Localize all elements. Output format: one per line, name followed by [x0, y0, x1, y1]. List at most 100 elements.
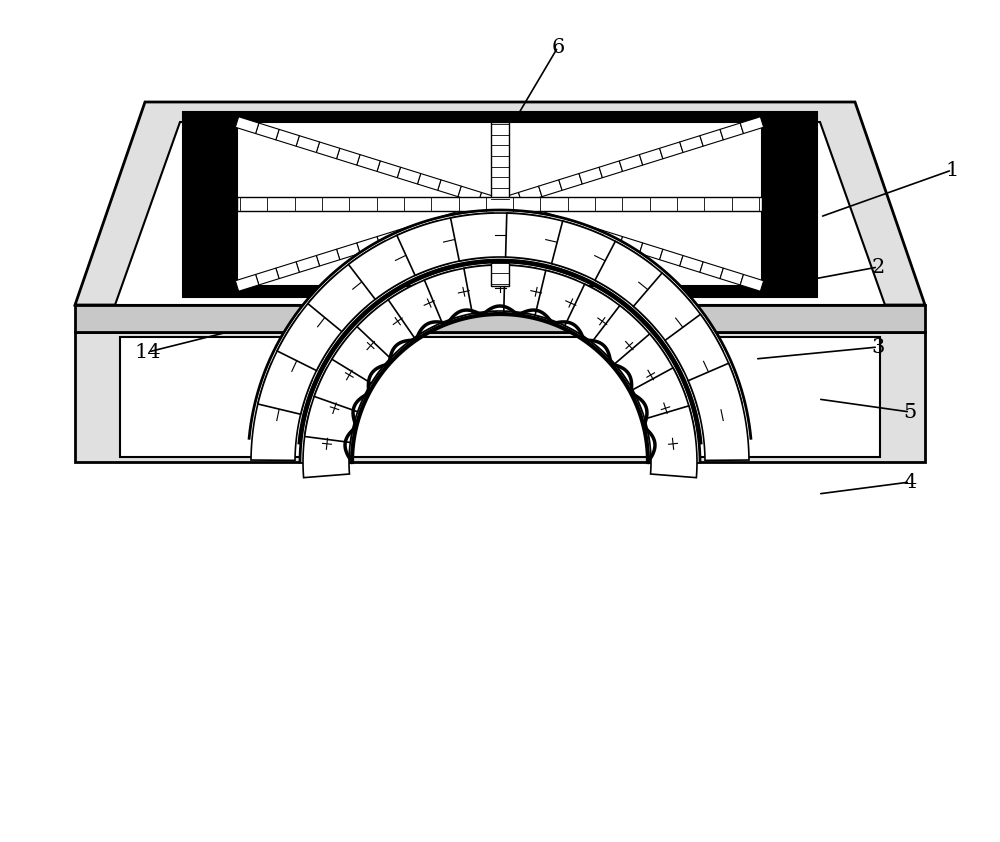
Polygon shape — [249, 210, 751, 443]
Polygon shape — [619, 155, 643, 172]
Polygon shape — [641, 199, 661, 210]
Text: 3: 3 — [871, 338, 885, 356]
Polygon shape — [495, 122, 506, 142]
Polygon shape — [680, 255, 703, 272]
Polygon shape — [700, 130, 723, 147]
Polygon shape — [581, 199, 601, 210]
Polygon shape — [332, 306, 408, 383]
Polygon shape — [458, 186, 481, 203]
Polygon shape — [296, 255, 320, 272]
Polygon shape — [277, 273, 367, 370]
Polygon shape — [438, 211, 461, 228]
Polygon shape — [120, 337, 880, 457]
Polygon shape — [495, 265, 506, 286]
Polygon shape — [458, 205, 481, 221]
Polygon shape — [235, 274, 259, 291]
Polygon shape — [75, 102, 925, 305]
Polygon shape — [619, 237, 643, 253]
Polygon shape — [300, 262, 700, 462]
Polygon shape — [506, 213, 603, 275]
Bar — [491, 122, 509, 286]
Polygon shape — [601, 199, 621, 210]
Polygon shape — [75, 332, 925, 462]
Polygon shape — [75, 305, 925, 332]
Polygon shape — [599, 231, 623, 247]
Polygon shape — [539, 211, 562, 228]
Polygon shape — [540, 199, 560, 210]
Polygon shape — [377, 231, 400, 247]
Polygon shape — [660, 249, 683, 266]
Polygon shape — [565, 284, 643, 358]
Polygon shape — [722, 199, 742, 210]
Polygon shape — [535, 270, 612, 338]
Polygon shape — [498, 193, 522, 210]
Polygon shape — [633, 368, 695, 442]
Polygon shape — [639, 242, 663, 259]
Polygon shape — [500, 199, 520, 210]
Polygon shape — [257, 199, 277, 210]
Polygon shape — [599, 161, 623, 178]
Polygon shape — [397, 213, 494, 275]
Polygon shape — [495, 225, 506, 245]
Polygon shape — [256, 123, 279, 140]
Polygon shape — [552, 221, 652, 299]
Polygon shape — [358, 199, 379, 210]
Polygon shape — [478, 193, 502, 210]
Polygon shape — [377, 161, 400, 178]
Polygon shape — [660, 142, 683, 159]
Polygon shape — [276, 130, 299, 147]
Polygon shape — [688, 363, 749, 461]
Polygon shape — [519, 205, 542, 221]
Polygon shape — [495, 142, 506, 163]
Polygon shape — [559, 218, 582, 234]
Polygon shape — [621, 199, 641, 210]
Polygon shape — [397, 224, 421, 241]
Polygon shape — [438, 180, 461, 197]
Text: 5: 5 — [903, 402, 917, 422]
Polygon shape — [519, 186, 542, 203]
Polygon shape — [720, 268, 743, 285]
Polygon shape — [579, 224, 602, 241]
Polygon shape — [296, 136, 320, 152]
Polygon shape — [639, 148, 663, 165]
Polygon shape — [399, 199, 419, 210]
Polygon shape — [495, 163, 506, 184]
Polygon shape — [742, 199, 762, 210]
Polygon shape — [277, 199, 298, 210]
Polygon shape — [357, 284, 435, 358]
Polygon shape — [615, 334, 686, 412]
Polygon shape — [318, 199, 338, 210]
Text: 1: 1 — [945, 161, 959, 179]
Polygon shape — [303, 406, 355, 477]
Text: 14: 14 — [135, 343, 161, 361]
Polygon shape — [740, 274, 764, 291]
Bar — [183, 112, 817, 297]
Polygon shape — [397, 168, 421, 184]
Polygon shape — [439, 199, 460, 210]
Text: 2: 2 — [871, 258, 885, 276]
Polygon shape — [740, 117, 764, 134]
Polygon shape — [661, 199, 681, 210]
Polygon shape — [316, 142, 340, 159]
Polygon shape — [504, 265, 576, 322]
Polygon shape — [681, 199, 702, 210]
Polygon shape — [700, 262, 723, 279]
Polygon shape — [256, 268, 279, 285]
Polygon shape — [539, 180, 562, 197]
Polygon shape — [702, 199, 722, 210]
Polygon shape — [337, 242, 360, 259]
Polygon shape — [298, 199, 318, 210]
Polygon shape — [258, 314, 335, 414]
Polygon shape — [419, 199, 439, 210]
Polygon shape — [645, 406, 697, 477]
Polygon shape — [276, 262, 299, 279]
Polygon shape — [498, 199, 522, 216]
Polygon shape — [424, 265, 496, 322]
Polygon shape — [464, 265, 536, 313]
Polygon shape — [348, 221, 448, 299]
Text: 4: 4 — [903, 472, 917, 492]
Polygon shape — [460, 199, 480, 210]
Polygon shape — [633, 273, 723, 370]
Polygon shape — [251, 363, 312, 461]
Bar — [237, 197, 762, 211]
